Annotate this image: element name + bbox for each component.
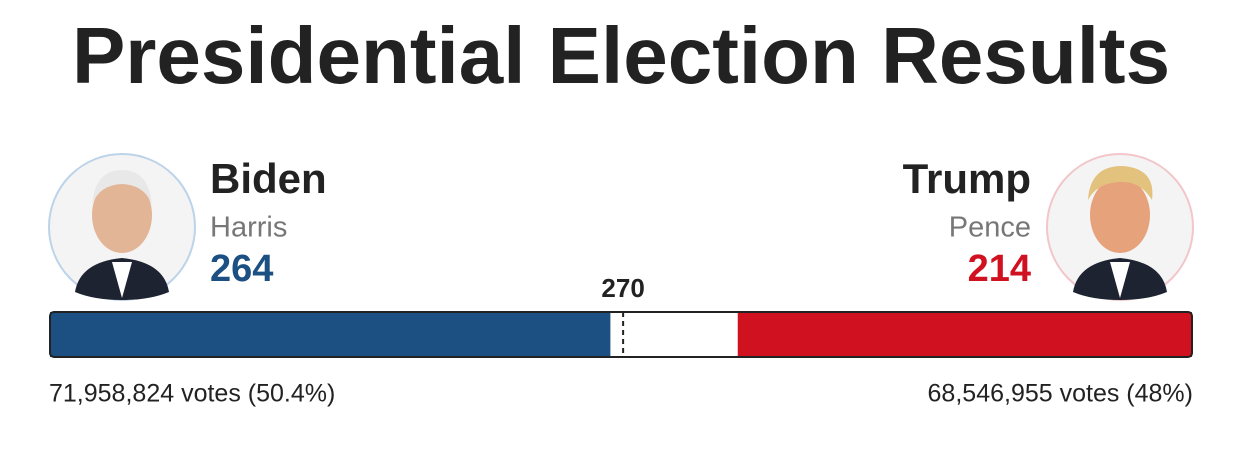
candidate-name: Biden [210,155,327,202]
threshold-label: 270 [601,273,644,303]
title: Presidential Election Results [72,11,1170,100]
popular-votes: 68,546,955 votes (48%) [928,380,1193,408]
popular-votes: 71,958,824 votes (50.4%) [49,380,335,408]
electoral-votes: 214 [968,248,1031,290]
electoral-bar [50,312,611,357]
electoral-votes: 264 [210,248,273,290]
running-mate: Harris [210,212,287,244]
portrait-left [48,153,196,301]
portrait-right [1046,153,1194,301]
electoral-bar [737,312,1192,357]
candidate-name: Trump [903,155,1031,202]
running-mate: Pence [949,212,1031,244]
bar-marks [50,312,1192,357]
bar-frame [49,311,1193,358]
